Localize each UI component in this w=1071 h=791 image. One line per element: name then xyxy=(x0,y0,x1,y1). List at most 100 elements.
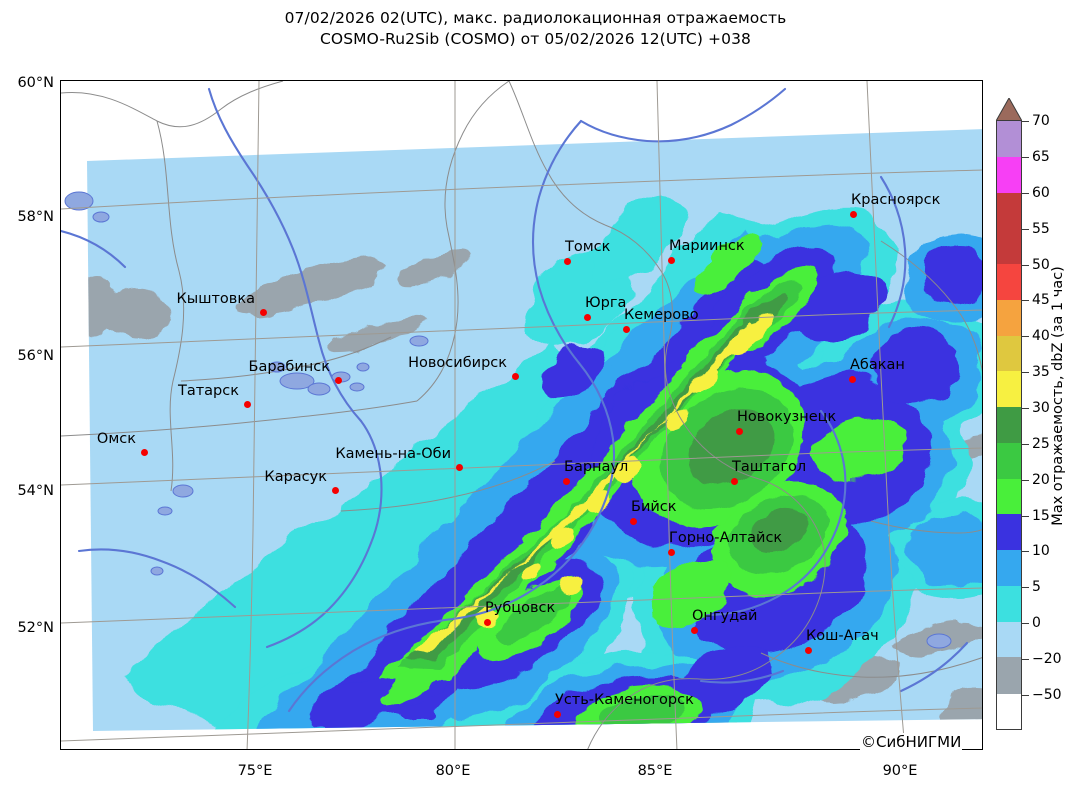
colorbar-segment-60-65 xyxy=(997,156,1021,193)
city-dot xyxy=(455,463,463,471)
title-line-1: 07/02/2026 02(UTC), макс. радиолокационн… xyxy=(284,9,787,27)
city-label: Бийск xyxy=(631,499,677,515)
colorbar-tick xyxy=(1022,695,1029,697)
reflectivity-field xyxy=(79,119,982,749)
city-dot xyxy=(667,256,675,264)
title-line-2: COSMO-Ru2Sib (COSMO) от 05/02/2026 12(UT… xyxy=(319,30,752,48)
city-label: Кемерово xyxy=(624,307,699,323)
city-dot xyxy=(849,210,857,218)
colorbar-tick-label: 50 xyxy=(1032,257,1050,273)
colorbar-tick xyxy=(1022,300,1029,302)
colorbar-segment-65-70 xyxy=(997,121,1021,157)
y-tick-label-58N: 58°N xyxy=(17,209,54,225)
city-dot xyxy=(511,372,519,380)
colorbar-tick-label: 60 xyxy=(1032,185,1050,201)
colorbar-tick xyxy=(1022,480,1029,482)
city-label: Онгудай xyxy=(692,608,758,624)
city-dot xyxy=(730,477,738,485)
city-label: Кыштовка xyxy=(176,291,255,307)
city-dot xyxy=(553,710,561,718)
colorbar-segment-0-5 xyxy=(997,585,1021,622)
colorbar-tick-label: 5 xyxy=(1032,579,1041,595)
city-label: Красноярск xyxy=(851,192,941,208)
colorbar-tick-label: 35 xyxy=(1032,364,1050,380)
city-label: Томск xyxy=(565,239,611,255)
colorbar-segment-n20-0 xyxy=(997,621,1021,658)
map-geography-overlay xyxy=(61,81,982,749)
colorbar-tick xyxy=(1022,372,1029,374)
copyright-notice: ©СибНИГМИ xyxy=(860,733,963,751)
map-clip: Кыштовка Барабинск Татарск Омск Карасук … xyxy=(61,81,982,749)
colorbar-segment-45-50 xyxy=(997,264,1021,300)
y-tick-label-60N: 60°N xyxy=(17,75,54,91)
city-label: Кош-Агач xyxy=(806,628,879,644)
city-label: Новосибирск xyxy=(408,355,507,371)
colorbar-tick xyxy=(1022,121,1029,123)
y-tick-label-56N: 56°N xyxy=(17,348,54,364)
colorbar-tick-label: 65 xyxy=(1032,149,1050,165)
city-dot xyxy=(804,646,812,654)
city-label: Юрга xyxy=(585,295,627,311)
colorbar[interactable] xyxy=(996,120,1022,730)
y-tick-label-52N: 52°N xyxy=(17,620,54,636)
colorbar-tick-label: −20 xyxy=(1032,651,1062,667)
colorbar-tick xyxy=(1022,157,1029,159)
colorbar-segment-55-60 xyxy=(997,192,1021,229)
city-dot xyxy=(629,517,637,525)
colorbar-tick-label: 20 xyxy=(1032,472,1050,488)
colorbar-tick xyxy=(1022,408,1029,410)
colorbar-tick xyxy=(1022,193,1029,195)
city-label: Барабинск xyxy=(248,359,331,375)
colorbar-tick-label: 15 xyxy=(1032,508,1050,524)
city-dot xyxy=(667,548,675,556)
city-dot xyxy=(583,313,591,321)
city-label: Абакан xyxy=(850,357,905,373)
city-label: Омск xyxy=(96,431,136,447)
city-dot xyxy=(331,486,339,494)
x-tick-label-85E: 85°E xyxy=(637,763,673,779)
colorbar-tick-label: 55 xyxy=(1032,221,1050,237)
colorbar-segment-50-55 xyxy=(997,228,1021,264)
colorbar-segment-25-30 xyxy=(997,407,1021,443)
colorbar-tick xyxy=(1022,265,1029,267)
city-label: Таштагол xyxy=(732,459,807,475)
colorbar-tick-label: −50 xyxy=(1032,687,1062,703)
x-tick-label-75E: 75°E xyxy=(237,763,273,779)
city-label: Горно-Алтайск xyxy=(669,530,783,546)
radar-reflectivity-map[interactable]: Кыштовка Барабинск Татарск Омск Карасук … xyxy=(60,80,983,750)
colorbar-axis-label: Мах отражаемость, dbZ (за 1 час) xyxy=(1045,0,1071,791)
city-label: Карасук xyxy=(264,469,327,485)
colorbar-tick-label: 70 xyxy=(1032,113,1050,129)
city-label: Камень-на-Оби xyxy=(335,446,451,462)
x-tick-label-80E: 80°E xyxy=(435,763,471,779)
x-tick-label-90E: 90°E xyxy=(882,763,918,779)
city-dot xyxy=(848,375,856,383)
colorbar-segment-40-45 xyxy=(997,299,1021,336)
city-label: Новокузнецк xyxy=(737,409,837,425)
colorbar-segment-30-35 xyxy=(997,371,1021,407)
city-dot xyxy=(735,427,743,435)
city-dot xyxy=(259,308,267,316)
colorbar-tick xyxy=(1022,551,1029,553)
chart-title: 07/02/2026 02(UTC), макс. радиолокационн… xyxy=(0,8,1071,50)
colorbar-axis-label-text: Мах отражаемость, dbZ (за 1 час) xyxy=(1050,265,1066,526)
colorbar-segment-5-10 xyxy=(997,550,1021,586)
city-label: Мариинск xyxy=(669,238,745,254)
colorbar-tick xyxy=(1022,336,1029,338)
city-label: Усть-Каменогорск xyxy=(555,692,694,708)
colorbar-tick xyxy=(1022,516,1029,518)
colorbar-tick-label: 45 xyxy=(1032,292,1050,308)
city-dot xyxy=(622,325,630,333)
colorbar-segment-35-40 xyxy=(997,335,1021,372)
colorbar-segment-n50-n20 xyxy=(997,657,1021,694)
colorbar-segment-20-25 xyxy=(997,442,1021,479)
colorbar-tick-label: 30 xyxy=(1032,400,1050,416)
city-dot xyxy=(334,376,342,384)
colorbar-extend-arrow xyxy=(995,96,1023,122)
colorbar-tick-label: 10 xyxy=(1032,543,1050,559)
colorbar-tick xyxy=(1022,623,1029,625)
city-dot xyxy=(243,400,251,408)
colorbar-tick-label: 0 xyxy=(1032,615,1041,631)
colorbar-segment-10-15 xyxy=(997,514,1021,550)
colorbar-tick xyxy=(1022,587,1029,589)
